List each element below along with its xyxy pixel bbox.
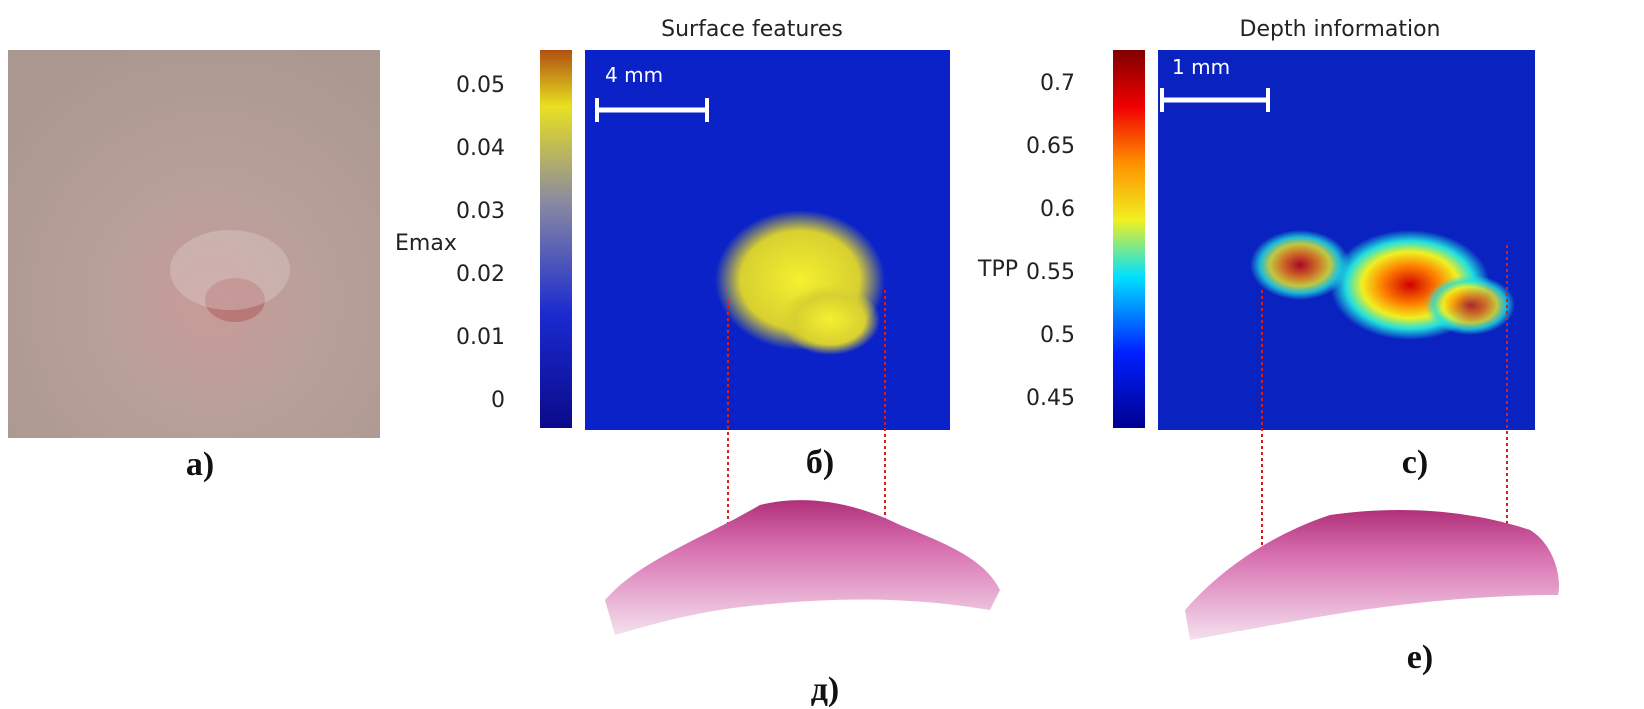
colorbar-tick-label: 0 (491, 388, 505, 413)
colorbar-tick-label: 0.65 (1026, 134, 1075, 159)
histology-section (1185, 510, 1560, 640)
colorbar-tick-label: 0.05 (456, 73, 505, 98)
colorbar-tick-label: 0.04 (456, 136, 505, 161)
scale-area (170, 230, 290, 310)
colorbar-tick-label: 0.03 (456, 199, 505, 224)
colorbar-ticks: 0.7 0.65 0.6 0.55 0.5 0.45 (1026, 71, 1075, 411)
scale-bar-label: 4 mm (605, 63, 663, 87)
lesion (205, 278, 265, 322)
feature-blob (780, 285, 880, 355)
panel-title: Depth information (1240, 17, 1441, 42)
guide-lines (727, 245, 1508, 545)
feature-blob (1425, 275, 1515, 335)
panel-title: Surface features (661, 17, 843, 42)
colorbar-tick-label: 0.6 (1040, 197, 1075, 222)
colorbar-ticks: 0.05 0.04 0.03 0.02 0.01 0 (456, 73, 505, 413)
colorbar-tick-label: 0.45 (1026, 386, 1075, 411)
feature-blob (1250, 230, 1350, 300)
panel-label: е) (1407, 639, 1433, 676)
colorbar-label: TPP (977, 257, 1018, 282)
colorbar-tick-label: 0.02 (456, 262, 505, 287)
colorbar-tick-label: 0.55 (1026, 260, 1075, 285)
colorbar-tick-label: 0.5 (1040, 323, 1075, 348)
colorbar (1113, 50, 1145, 428)
colorbar-tick-label: 0.01 (456, 325, 505, 350)
map-image (1158, 50, 1535, 430)
colorbar-tick-label: 0.7 (1040, 71, 1075, 96)
colorbar-label: Emax (395, 231, 457, 256)
panel-label: б) (806, 444, 834, 481)
scale-bar-label: 1 mm (1172, 55, 1230, 79)
panel-label: c) (1402, 444, 1428, 481)
histology-section (605, 500, 1000, 635)
panel-label: д) (811, 671, 840, 708)
skin-photo (8, 50, 380, 438)
panel-label: a) (186, 446, 214, 483)
colorbar (540, 50, 572, 428)
